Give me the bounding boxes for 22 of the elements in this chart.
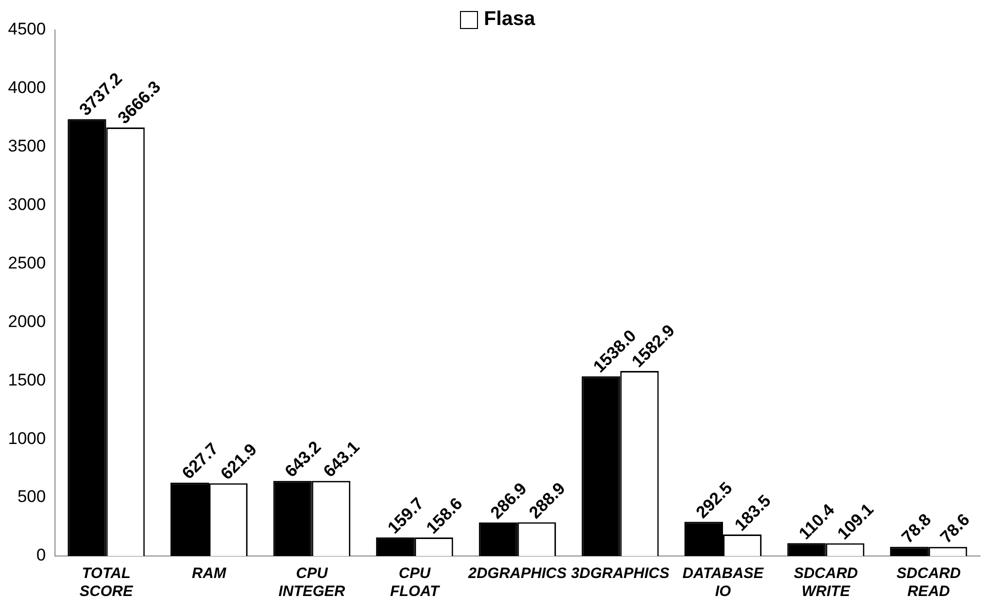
data-label: 78.8 [898, 510, 935, 547]
y-tick-label: 2000 [8, 312, 46, 331]
y-tick-label: 1500 [8, 370, 46, 390]
x-tick-label: 2DGRAPHICS [467, 565, 567, 582]
y-tick-label: 2500 [8, 253, 46, 272]
y-tick-label: 4000 [8, 78, 46, 98]
x-tick-label: 3DGRAPHICS [571, 565, 670, 582]
data-label: 78.6 [936, 510, 974, 547]
x-tick-label: RAM [192, 565, 227, 582]
text: Flasa [484, 8, 536, 31]
x-tick-label: SDCARD READ [896, 565, 961, 600]
y-tick-label: 3500 [8, 136, 46, 156]
x-tick-label: CPU FLOAT [390, 565, 441, 600]
y-tick-label: 4500 [8, 20, 46, 39]
x-tick-label: TOTAL SCORE [80, 565, 134, 600]
x-tick-label: CPU INTEGER [278, 565, 346, 600]
x-tick-label: DATABASE IO [682, 565, 765, 600]
x-tick-label: SDCARD WRITE [794, 565, 858, 600]
y-tick-label: 0 [36, 546, 46, 565]
y-tick-label: 500 [17, 487, 46, 506]
y-tick-label: 1000 [8, 428, 46, 448]
y-tick-label: 3000 [8, 195, 46, 214]
